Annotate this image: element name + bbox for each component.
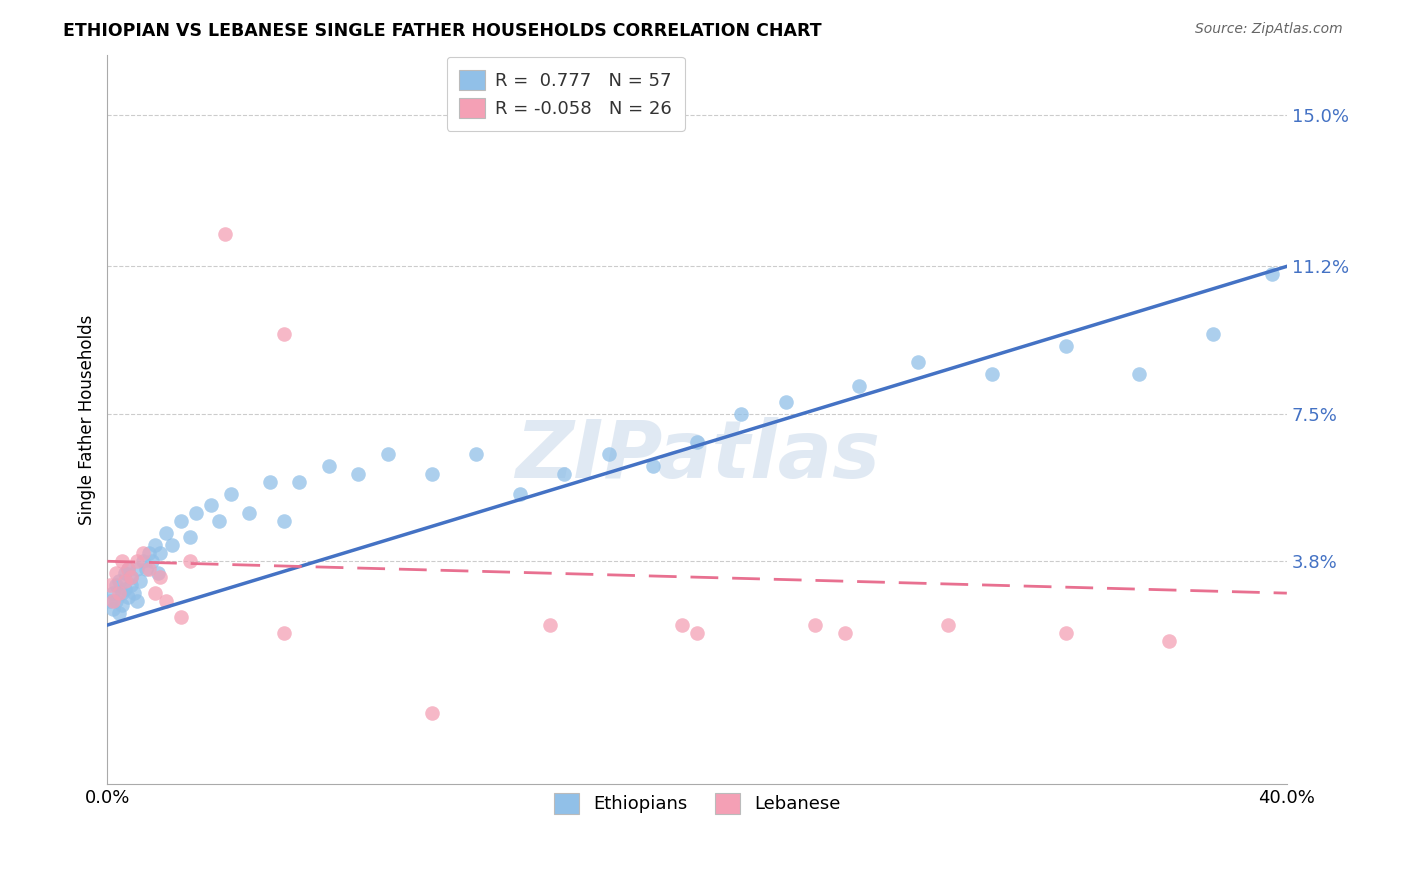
Point <box>259 475 281 489</box>
Point <box>122 586 145 600</box>
Point <box>981 367 1004 381</box>
Point <box>120 578 142 592</box>
Point <box>273 515 295 529</box>
Point <box>179 554 201 568</box>
Point <box>114 566 136 581</box>
Point <box>155 594 177 608</box>
Point <box>111 586 134 600</box>
Point <box>288 475 311 489</box>
Point <box>143 538 166 552</box>
Point <box>273 327 295 342</box>
Point <box>125 594 148 608</box>
Point <box>318 458 340 473</box>
Point <box>598 447 620 461</box>
Point <box>834 626 856 640</box>
Point <box>804 618 827 632</box>
Point <box>111 554 134 568</box>
Point <box>1054 339 1077 353</box>
Point <box>420 706 443 720</box>
Text: Source: ZipAtlas.com: Source: ZipAtlas.com <box>1195 22 1343 37</box>
Point <box>465 447 488 461</box>
Point <box>1157 634 1180 648</box>
Point <box>105 594 128 608</box>
Point <box>149 546 172 560</box>
Point <box>108 606 131 620</box>
Point <box>208 515 231 529</box>
Point <box>120 570 142 584</box>
Legend: Ethiopians, Lebanese: Ethiopians, Lebanese <box>541 780 853 827</box>
Point <box>347 467 370 481</box>
Point <box>138 562 160 576</box>
Point <box>162 538 184 552</box>
Point <box>538 618 561 632</box>
Point <box>108 586 131 600</box>
Point <box>132 554 155 568</box>
Point <box>105 566 128 581</box>
Point <box>132 546 155 560</box>
Point <box>117 590 139 604</box>
Text: ZIPatlas: ZIPatlas <box>515 417 880 495</box>
Point <box>1128 367 1150 381</box>
Point <box>141 554 163 568</box>
Point <box>114 582 136 596</box>
Point <box>138 546 160 560</box>
Point <box>1054 626 1077 640</box>
Point <box>170 515 193 529</box>
Point <box>775 395 797 409</box>
Point <box>114 574 136 589</box>
Text: ETHIOPIAN VS LEBANESE SINGLE FATHER HOUSEHOLDS CORRELATION CHART: ETHIOPIAN VS LEBANESE SINGLE FATHER HOUS… <box>63 22 823 40</box>
Point <box>238 507 260 521</box>
Point <box>98 594 121 608</box>
Point <box>146 566 169 581</box>
Point <box>98 578 121 592</box>
Point <box>111 598 134 612</box>
Point <box>641 458 664 473</box>
Point <box>179 530 201 544</box>
Point <box>143 586 166 600</box>
Y-axis label: Single Father Households: Single Father Households <box>79 315 96 525</box>
Point <box>103 602 125 616</box>
Point <box>128 574 150 589</box>
Point <box>377 447 399 461</box>
Point <box>214 227 236 242</box>
Point <box>200 499 222 513</box>
Point <box>170 610 193 624</box>
Point <box>219 486 242 500</box>
Point <box>135 562 157 576</box>
Point <box>103 594 125 608</box>
Point <box>105 578 128 592</box>
Point <box>907 355 929 369</box>
Point <box>553 467 575 481</box>
Point <box>848 379 870 393</box>
Point <box>936 618 959 632</box>
Point <box>117 562 139 576</box>
Point <box>1261 268 1284 282</box>
Point <box>686 434 709 449</box>
Point <box>1202 327 1225 342</box>
Point <box>149 570 172 584</box>
Point <box>125 562 148 576</box>
Point <box>117 562 139 576</box>
Point <box>108 574 131 589</box>
Point <box>730 407 752 421</box>
Point <box>103 586 125 600</box>
Point <box>120 570 142 584</box>
Point <box>686 626 709 640</box>
Point <box>184 507 207 521</box>
Point <box>155 526 177 541</box>
Point <box>125 554 148 568</box>
Point <box>273 626 295 640</box>
Point <box>671 618 693 632</box>
Point <box>420 467 443 481</box>
Point <box>509 486 531 500</box>
